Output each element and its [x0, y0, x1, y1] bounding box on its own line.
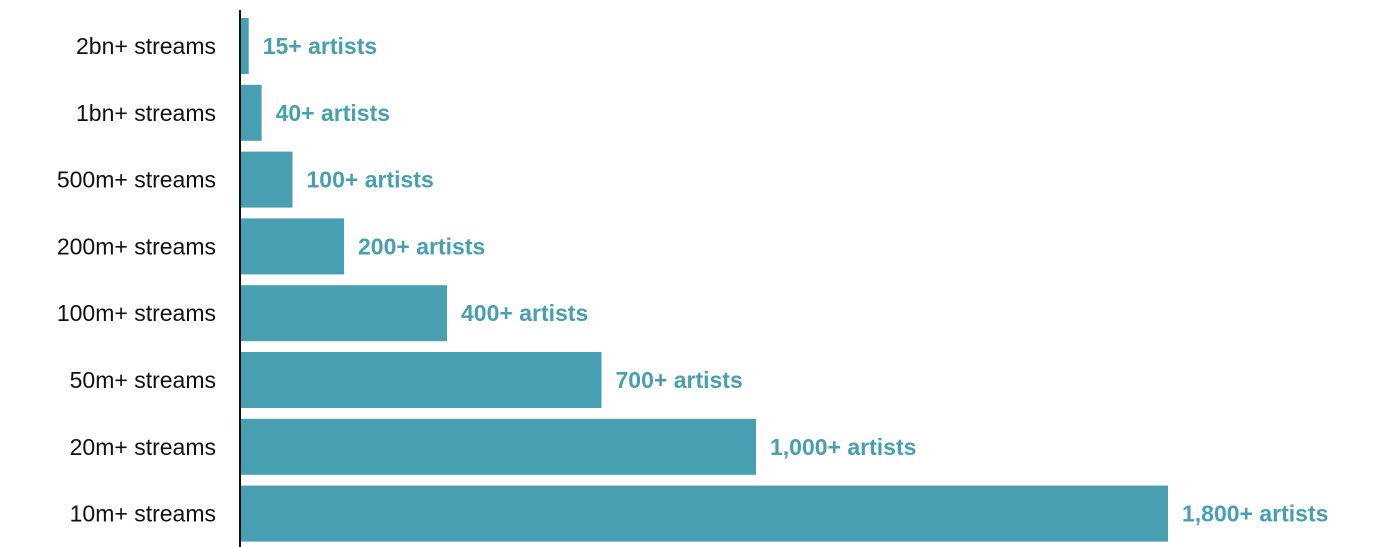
category-label: 1bn+ streams [76, 100, 216, 126]
category-label: 10m+ streams [70, 501, 216, 527]
data-label: 100+ artists [307, 167, 434, 193]
category-label: 200m+ streams [57, 233, 216, 259]
value-labels-group: 15+ artists 40+ artists 100+ artists 200+ a… [263, 33, 1329, 527]
bar [241, 18, 249, 74]
bar [241, 418, 756, 475]
category-labels-group: 2bn+ streams 1bn+ streams 500m+ streams 200… [57, 33, 216, 527]
bar [241, 352, 602, 408]
data-label: 400+ artists [461, 300, 588, 326]
data-label: 40+ artists [276, 100, 390, 126]
bar [241, 285, 447, 342]
bar [241, 151, 293, 208]
bar [241, 218, 344, 275]
category-label: 100m+ streams [57, 300, 216, 326]
data-label: 700+ artists [616, 367, 743, 393]
data-label: 1,800+ artists [1182, 501, 1328, 527]
bars-group [241, 18, 1168, 542]
category-label: 20m+ streams [70, 434, 216, 460]
data-label: 15+ artists [263, 33, 377, 59]
category-label: 500m+ streams [57, 167, 216, 193]
bar [241, 485, 1168, 542]
category-label: 2bn+ streams [76, 33, 216, 59]
category-label: 50m+ streams [70, 367, 216, 393]
data-label: 1,000+ artists [770, 434, 916, 460]
bar [241, 84, 262, 141]
data-label: 200+ artists [358, 233, 485, 259]
